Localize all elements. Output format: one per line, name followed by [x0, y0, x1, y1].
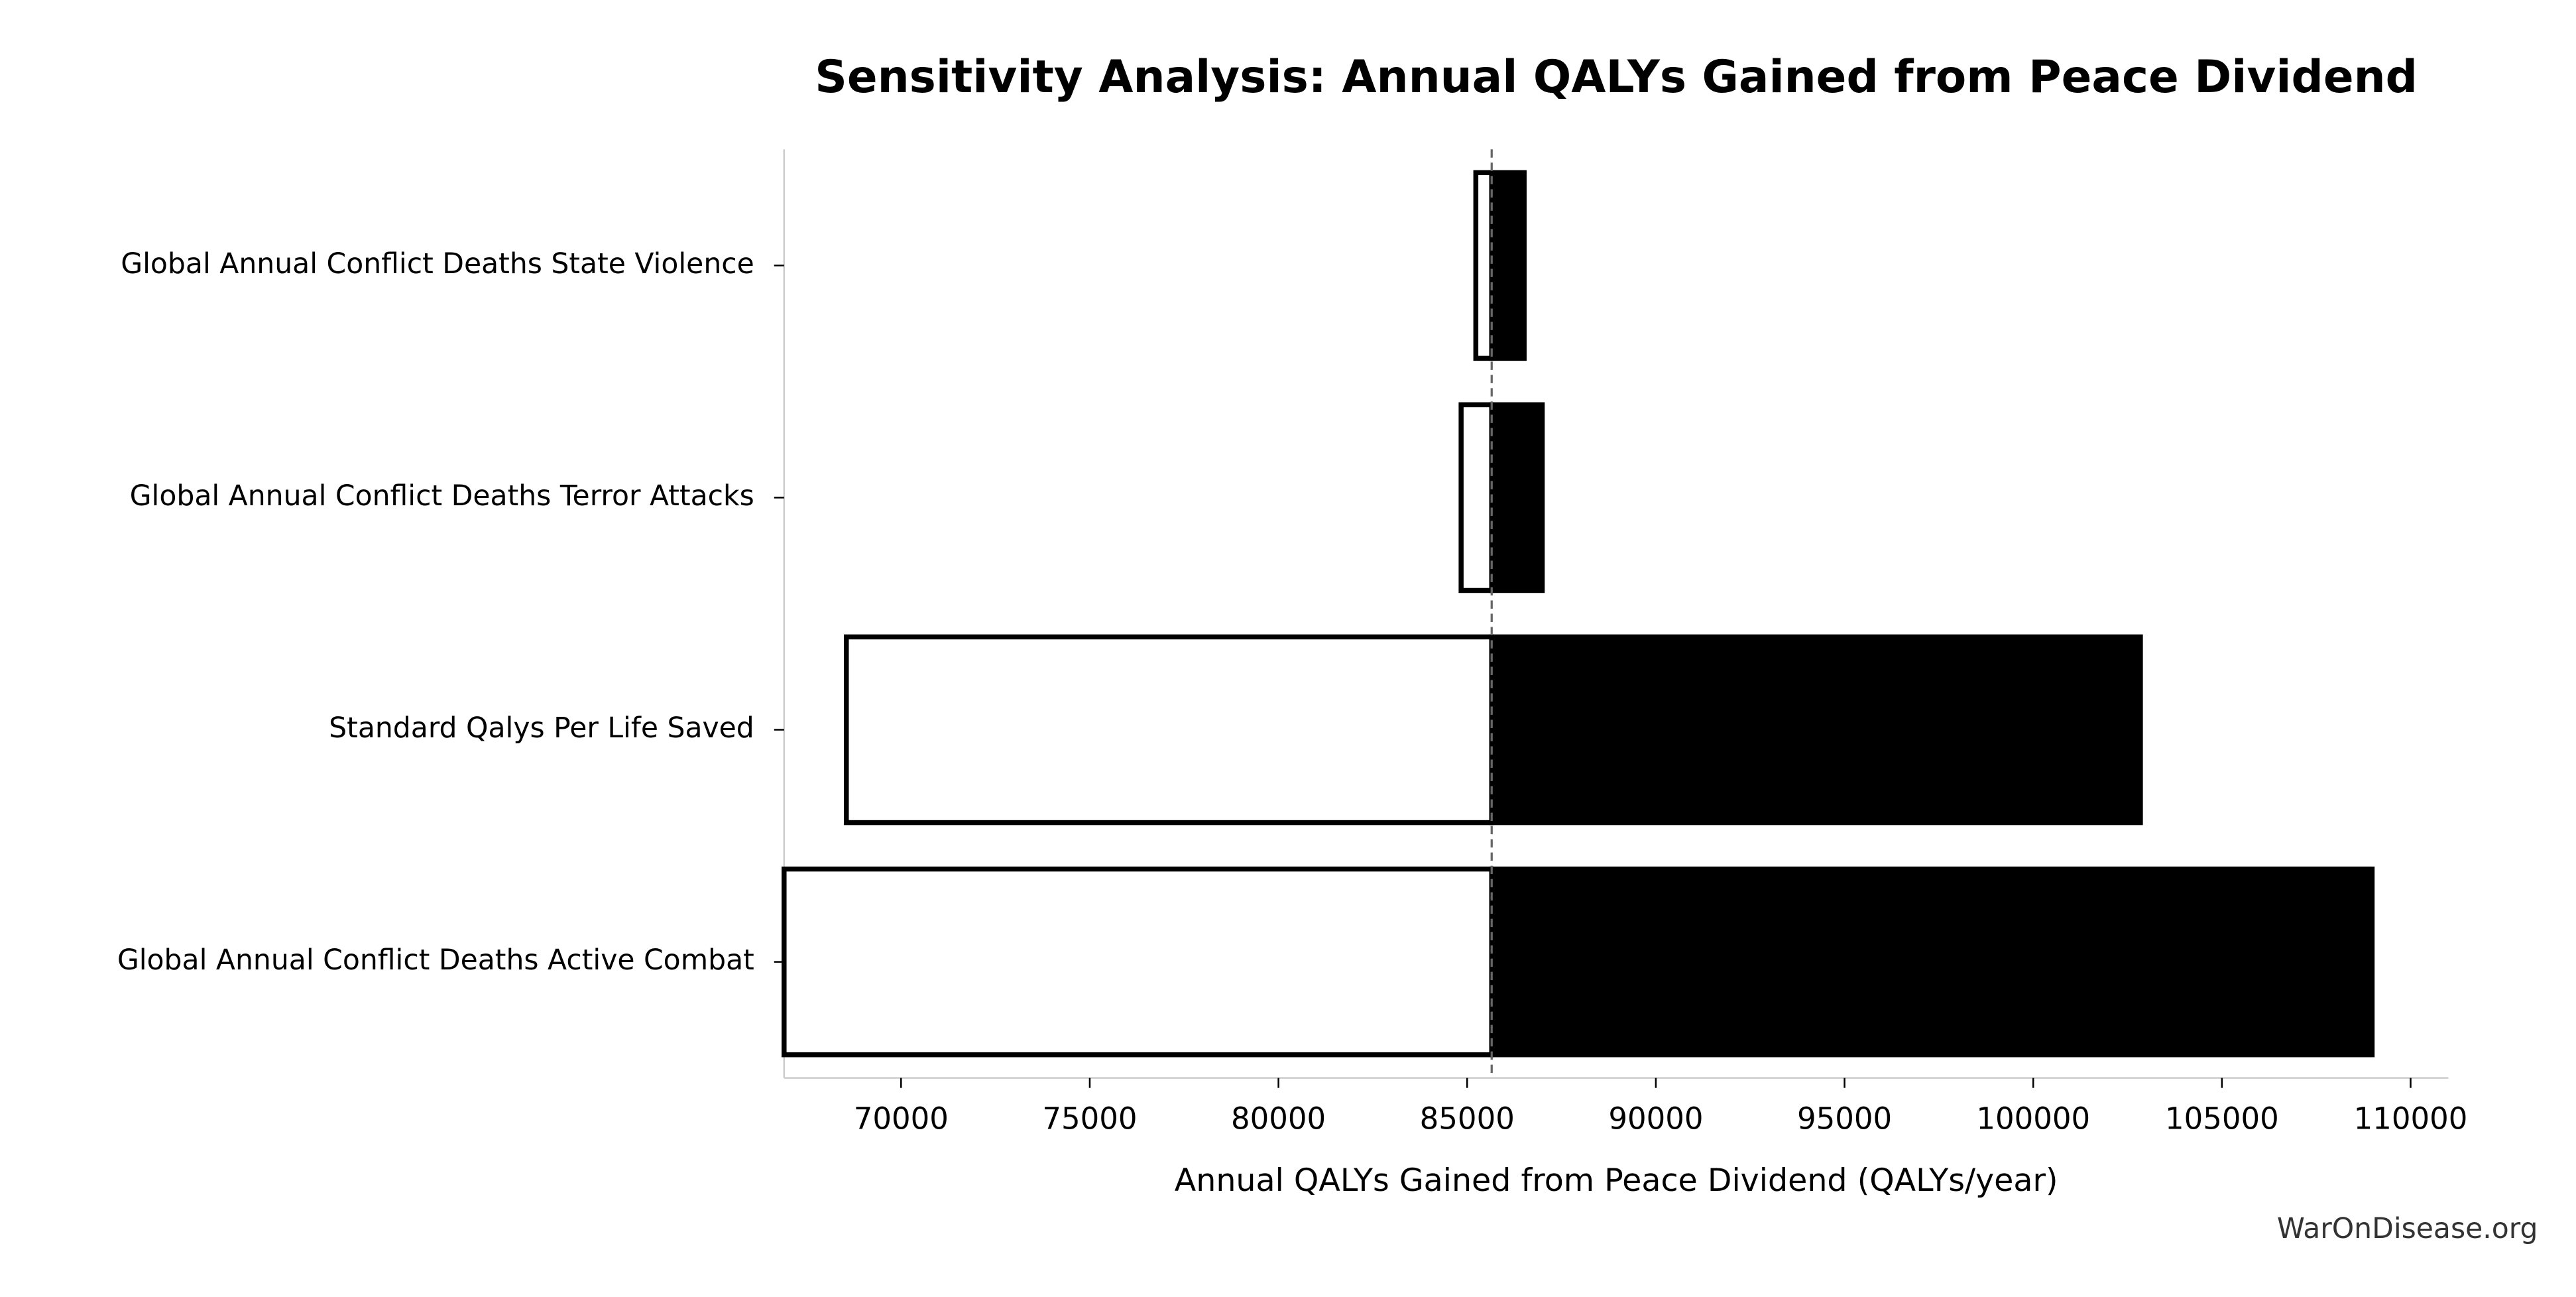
bar	[1489, 170, 1527, 361]
bar	[1489, 634, 2143, 826]
y-tick-label: Global Annual Conflict Deaths Terror Att…	[130, 480, 754, 513]
bar	[782, 866, 1495, 1058]
x-tick-label: 110000	[2354, 1101, 2468, 1137]
x-tick-label: 95000	[1797, 1101, 1892, 1137]
x-tick-label: 90000	[1608, 1101, 1703, 1137]
y-tick-label: Standard Qalys Per Life Saved	[329, 712, 754, 745]
source-note: WarOnDisease.org	[2277, 1213, 2538, 1245]
chart-title: Sensitivity Analysis: Annual QALYs Gaine…	[815, 50, 2418, 103]
x-tick-label: 100000	[1976, 1101, 2090, 1137]
x-tick-label: 105000	[2165, 1101, 2279, 1137]
bar	[1458, 402, 1495, 593]
x-tick-label: 70000	[854, 1101, 949, 1137]
bar	[1489, 866, 2375, 1058]
x-tick-label: 80000	[1231, 1101, 1326, 1137]
bar	[843, 634, 1495, 826]
y-tick-label: Global Annual Conflict Deaths Active Com…	[117, 944, 754, 977]
x-tick-label: 75000	[1042, 1101, 1137, 1137]
x-axis-label: Annual QALYs Gained from Peace Dividend …	[1175, 1162, 2058, 1199]
bar	[1489, 402, 1545, 593]
y-tick-label: Global Annual Conflict Deaths State Viol…	[121, 248, 754, 280]
x-tick-label: 85000	[1420, 1101, 1515, 1137]
